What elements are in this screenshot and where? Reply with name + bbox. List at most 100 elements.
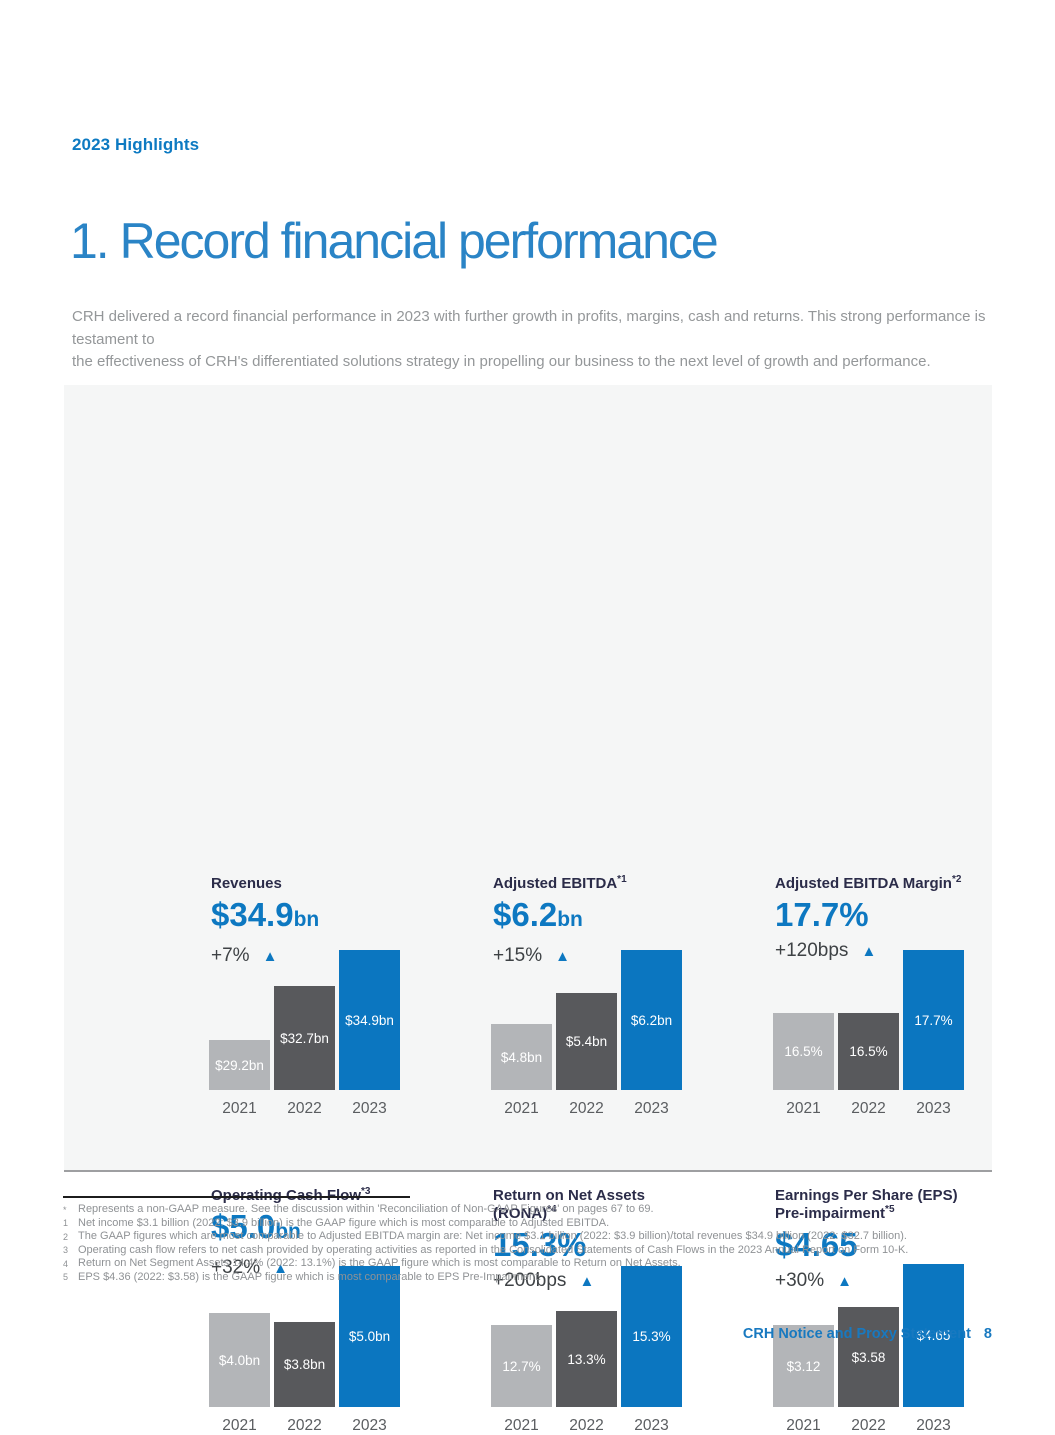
- bar-2021: $4.0bn: [209, 1313, 270, 1407]
- chart-title: Adjusted EBITDA*1: [493, 874, 627, 893]
- year-label: 2023: [634, 1100, 669, 1117]
- chart-title: Return on Net Assets (RONA)*4: [493, 1187, 645, 1222]
- chart-headline-value: $34.9bn: [211, 896, 320, 933]
- bar-value-label: $5.0bn: [348, 1329, 391, 1344]
- year-axis: 2021 2022 2023: [491, 1417, 682, 1435]
- chart-title: Operating Cash Flow*3: [211, 1186, 371, 1205]
- footnote-marker: 5: [63, 1272, 69, 1283]
- footer-document-title: CRH Notice and Proxy Statement: [742, 1326, 971, 1342]
- bar-value-label: 16.5%: [784, 1044, 823, 1059]
- chart-headline-suffix: bn: [557, 908, 583, 931]
- chart-headline-value: $6.2bn: [493, 896, 583, 933]
- bar-group: $4.0bn $3.8bn $5.0bn: [209, 1266, 400, 1407]
- year-label: 2023: [352, 1417, 387, 1434]
- chart-change: +200bps ▲: [493, 1270, 595, 1291]
- year-label: 2022: [287, 1417, 322, 1434]
- footnote-text: Operating cash flow refers to net cash p…: [78, 1243, 909, 1256]
- bar-value-label: $34.9bn: [345, 1012, 394, 1028]
- footnote: 2 The GAAP figures which are most compara…: [63, 1230, 1033, 1244]
- chart-headline-value: 17.7%: [775, 896, 869, 933]
- increase-arrow-icon: ▲: [579, 1273, 595, 1290]
- year-label: 2023: [916, 1417, 951, 1434]
- year-label: 2023: [352, 1100, 387, 1117]
- chart-headline-suffix: bn: [293, 908, 320, 931]
- chart-headline-value: $5.0bn: [211, 1208, 301, 1245]
- increase-arrow-icon: ▲: [262, 948, 278, 965]
- year-axis: 2021 2022 2023: [209, 1417, 400, 1435]
- bar-2021: $29.2bn: [209, 1040, 270, 1090]
- bar-2023: $6.2bn: [621, 950, 682, 1090]
- bar-group: $29.2bn $32.7bn $34.9bn: [209, 950, 400, 1090]
- bar-value-label: $6.2bn: [630, 1012, 673, 1028]
- footnote-text: Net income $3.1 billion (2022: $3.9 bill…: [78, 1216, 610, 1229]
- bar-group: $4.8bn $5.4bn $6.2bn: [491, 950, 682, 1090]
- footnote-text: The GAAP figures which are most comparab…: [78, 1230, 907, 1243]
- bar-2022: $5.4bn: [556, 993, 617, 1090]
- bar-value-label: $4.0bn: [218, 1352, 261, 1368]
- year-label: 2021: [786, 1417, 821, 1434]
- year-axis: 2021 2022 2023: [773, 1100, 964, 1118]
- chart-change: +120bps ▲: [775, 940, 877, 961]
- increase-arrow-icon: ▲: [837, 1273, 852, 1290]
- footnote: 3 Operating cash flow refers to net cash …: [63, 1244, 1033, 1258]
- chart-title: Adjusted EBITDA Margin*2: [775, 874, 962, 893]
- footnotes-list: * Represents a non-GAAP measure. See the …: [63, 1203, 1033, 1285]
- year-label: 2022: [569, 1100, 604, 1117]
- footnote-marker: 2: [63, 1231, 69, 1242]
- chart-revenues: Revenues $34.9bn +7% ▲ $29.2bn $32.7bn $34.9bn…: [209, 875, 401, 1118]
- bar-2023: 17.7%: [903, 950, 964, 1090]
- intro-line-2: the effectiveness of CRH's differentiate…: [72, 353, 931, 370]
- page-title: 1. Record financial performance: [70, 213, 719, 269]
- chart-headline-suffix: bn: [275, 1220, 301, 1243]
- chart-adjusted-ebitda: Adjusted EBITDA*1 $6.2bn +15% ▲ $4.8bn $5.4bn…: [491, 875, 683, 1118]
- bar-group: 16.5% 16.5% 17.7%: [773, 950, 964, 1090]
- year-label: 2023: [916, 1100, 951, 1117]
- year-label: 2021: [504, 1100, 539, 1117]
- footnote-text: EPS $4.36 (2022: $3.58) is the GAAP figu…: [78, 1270, 542, 1283]
- chart-change: +7% ▲: [211, 945, 278, 966]
- increase-arrow-icon: ▲: [861, 943, 877, 960]
- year-label: 2022: [569, 1417, 604, 1434]
- bar-value-label: $4.65: [916, 1328, 951, 1343]
- year-label: 2023: [634, 1417, 669, 1434]
- chart-change: +32% ▲: [211, 1257, 288, 1278]
- bar-2022: $3.58: [838, 1307, 899, 1407]
- intro-paragraph: CRH delivered a record financial perform…: [72, 306, 992, 374]
- footnote-text: Represents a non-GAAP measure. See the d…: [78, 1203, 654, 1215]
- year-label: 2021: [222, 1417, 257, 1434]
- section-kicker: 2023 Highlights: [72, 135, 200, 154]
- bar-value-label: $3.12: [786, 1358, 821, 1374]
- increase-arrow-icon: ▲: [555, 948, 570, 965]
- bar-value-label: 15.3%: [632, 1329, 671, 1344]
- year-axis: 2021 2022 2023: [209, 1100, 400, 1118]
- footnote-marker: 3: [63, 1245, 69, 1256]
- year-label: 2022: [287, 1100, 322, 1117]
- chart-title: Earnings Per Share (EPS) Pre-impairment*5: [775, 1187, 958, 1222]
- bar-2023: $34.9bn: [339, 950, 400, 1090]
- bar-value-label: $32.7bn: [280, 1030, 329, 1046]
- bar-value-label: $29.2bn: [215, 1057, 264, 1073]
- chart-headline-value: $4.65: [775, 1226, 858, 1263]
- chart-adjusted-ebitda-margin: Adjusted EBITDA Margin*2 17.7% +120bps ▲ 16.…: [773, 875, 965, 1118]
- bar-value-label: $3.58: [851, 1349, 886, 1365]
- bar-group: 12.7% 13.3% 15.3%: [491, 1266, 682, 1407]
- highlights-panel: Revenues $34.9bn +7% ▲ $29.2bn $32.7bn $34.9bn…: [64, 385, 992, 1434]
- bar-2023: 15.3%: [621, 1266, 682, 1407]
- bar-2022: 16.5%: [838, 1013, 899, 1090]
- intro-line-1: CRH delivered a record financial perform…: [72, 308, 986, 348]
- increase-arrow-icon: ▲: [273, 1260, 288, 1277]
- footnote-marker: 4: [63, 1258, 69, 1269]
- year-label: 2022: [851, 1100, 886, 1117]
- year-label: 2022: [851, 1417, 886, 1434]
- year-label: 2021: [222, 1100, 257, 1117]
- year-axis: 2021 2022 2023: [491, 1100, 682, 1118]
- bar-2023: $5.0bn: [339, 1266, 400, 1407]
- chart-change: +30% ▲: [775, 1270, 852, 1291]
- footnote: 5 EPS $4.36 (2022: $3.58) is the GAAP fig…: [63, 1271, 1033, 1285]
- page-footer: CRH Notice and Proxy Statement 8: [743, 1326, 992, 1342]
- bar-2021: 12.7%: [491, 1325, 552, 1407]
- bar-2021: 16.5%: [773, 1013, 834, 1090]
- bar-2021: $4.8bn: [491, 1024, 552, 1090]
- bar-2022: $32.7bn: [274, 986, 335, 1090]
- footnote-text: Return on Net Segment Assets 14.4% (2022…: [78, 1257, 681, 1270]
